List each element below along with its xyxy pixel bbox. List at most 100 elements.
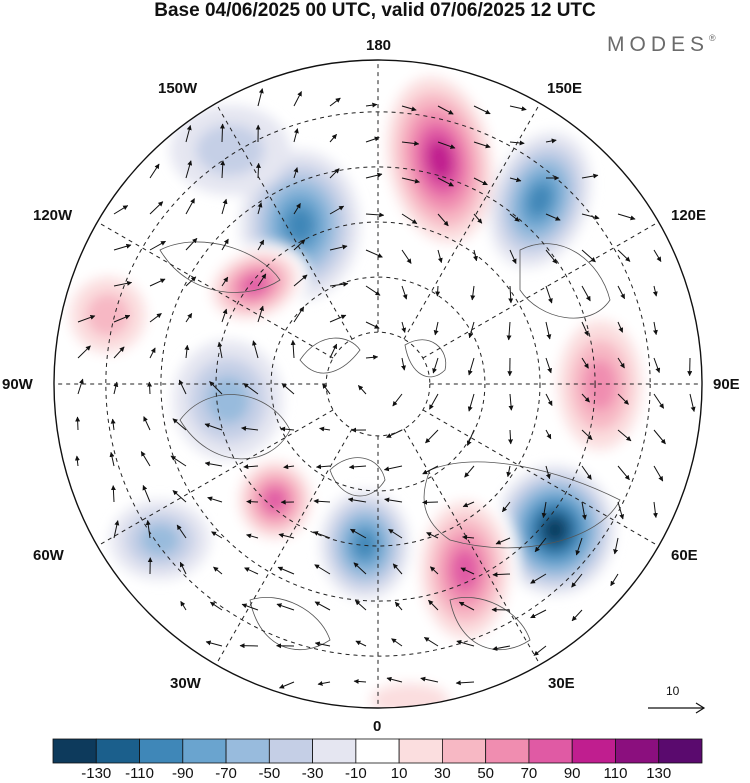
wind-vector [545,249,558,264]
coastline [404,339,447,378]
wind-vector [530,573,547,584]
wind-vector [473,213,483,224]
wind-vector [353,678,367,684]
wind-vector [383,465,403,472]
wind-vector [329,205,345,215]
wind-vector [204,461,223,467]
wind-vector [293,128,299,143]
wind-vector [653,249,662,262]
map-boundary [53,59,703,709]
wind-vector [348,464,367,470]
wind-vector [365,285,381,296]
colorbar-swatch [441,738,487,764]
wind-vector [110,418,116,431]
anomaly-contour [426,139,454,181]
coastline [423,461,621,549]
wind-vector [617,501,625,520]
wind-vector [257,88,264,107]
colorbar-swatch [312,738,357,764]
colorbar-tick-label: -10 [345,765,367,782]
wind-vector [473,105,491,115]
wind-vector [149,240,166,251]
wind-vector [313,498,331,504]
wind-vector [329,244,348,251]
wind-vector [426,532,439,539]
colorbar-tick-label: 130 [646,765,672,782]
wind-vector [545,138,557,144]
wind-vector [355,640,367,647]
anomaly-contour [86,293,130,337]
colorbar-tick-label: 10 [390,765,408,782]
colorbar-tick-label: -70 [215,765,237,782]
wind-vector [257,273,267,287]
wind-vector [429,393,439,410]
wind-vector [429,566,439,575]
wind-vector [394,601,403,611]
wind-vector [241,603,259,611]
wind-vector [653,429,666,445]
wind-vector [509,213,520,222]
lon-label-60e: 60E [671,547,698,564]
wind-vector [617,465,630,481]
wind-vector [508,285,514,304]
colorbar [52,738,703,764]
wind-vector [545,357,552,374]
wind-vector [358,385,367,395]
lon-label-30e: 30E [548,675,575,692]
colorbar-tick-label: -130 [81,765,112,782]
wind-vector [652,285,658,297]
wind-vector [581,429,593,441]
wind-vector [172,490,187,503]
wind-vector [185,124,192,143]
wind-vector [581,249,596,263]
wind-vector [401,177,420,184]
wind-vector [241,426,259,431]
meridian [97,221,334,359]
wind-vector [652,501,658,519]
wind-vector [653,357,661,373]
wind-vector [209,601,223,611]
wind-vector [506,321,512,341]
colorbar-swatch [182,738,227,764]
wind-vector [617,249,631,262]
colorbar-tick-label: 110 [603,765,628,782]
wind-vector [281,383,295,395]
reference-vector-arrow [648,702,706,714]
wind-vector [509,177,522,183]
wind-vector [384,497,403,503]
wind-vector [365,321,380,329]
latitude-circle [160,166,596,602]
colorbar-swatch [571,738,616,764]
wind-vector [149,313,162,323]
wind-vector [113,205,129,215]
wind-vector [391,638,403,647]
wind-vector [276,603,295,611]
meridian [403,428,541,665]
wind-vector [545,285,553,304]
wind-vector [653,465,664,482]
wind-vector [347,497,367,503]
wind-vector [113,280,133,287]
wind-vector [581,465,592,480]
colorbar-swatch [528,738,573,764]
wind-vector [221,276,229,287]
wind-vector [142,484,151,503]
wind-vector [179,561,187,575]
wind-vector [428,599,439,611]
wind-vector [113,520,120,539]
anomaly-contour [370,683,450,708]
wind-vector [437,105,454,115]
wind-vector [353,562,367,575]
wind-vector [437,141,456,149]
colorbar-tick-label: -90 [171,765,194,782]
wind-vector [386,676,403,683]
wind-vector [470,285,476,301]
wind-vector [365,354,379,360]
wind-vector [314,641,331,647]
wind-vector [170,455,187,467]
wind-vector [462,501,475,508]
colorbar-swatch [95,738,140,764]
colorbar-swatch [139,738,184,764]
latitude-circle [270,276,486,492]
colorbar-swatch [615,738,660,764]
